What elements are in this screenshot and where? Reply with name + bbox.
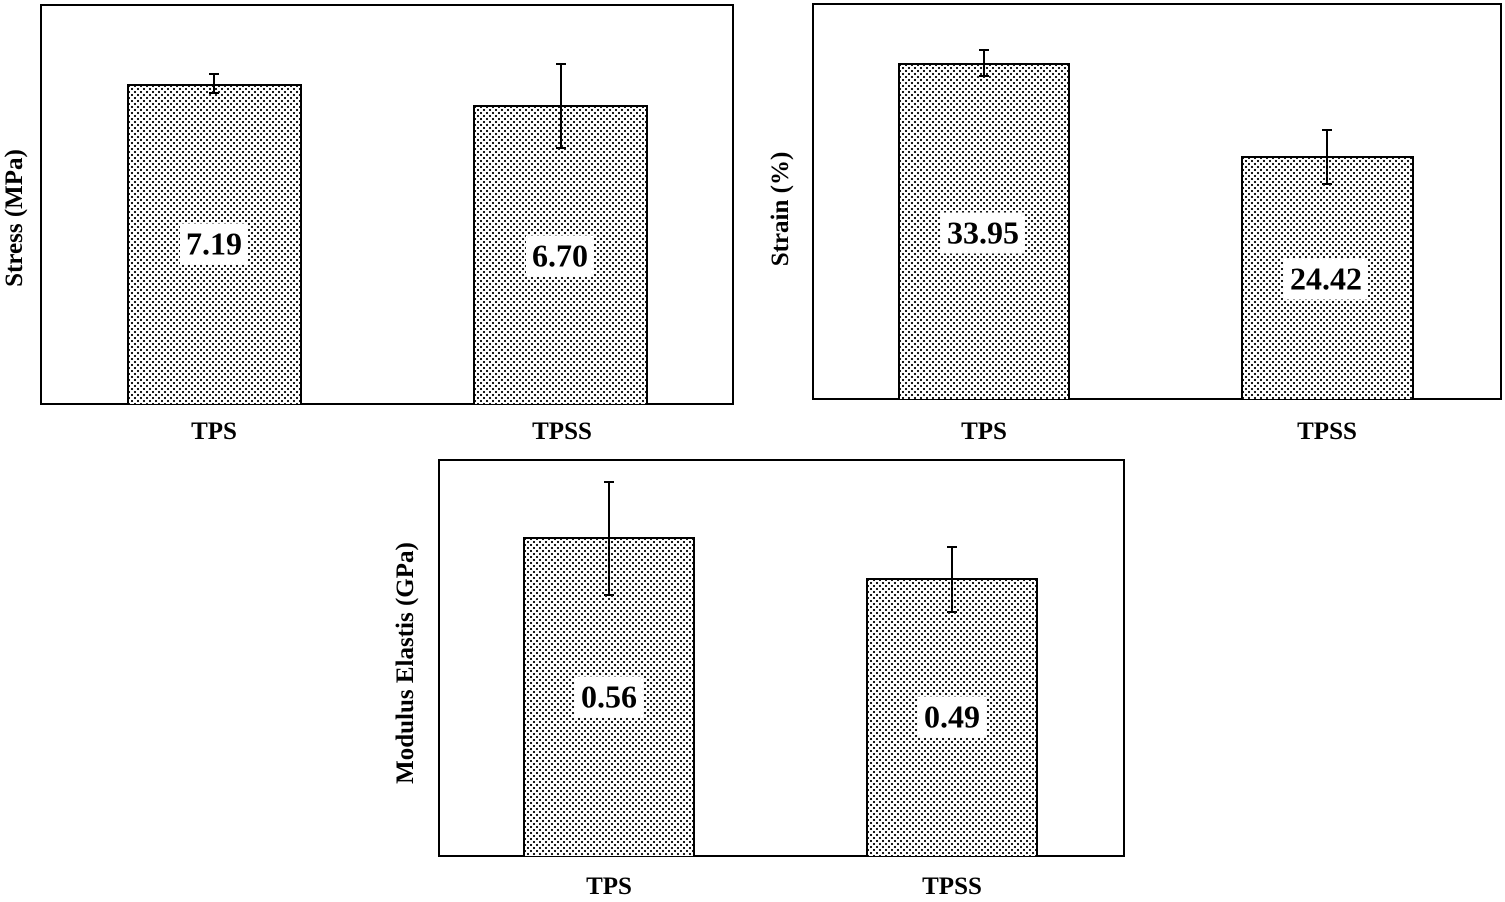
modulus-error-bar-tps — [608, 481, 610, 596]
strain-error-cap-bottom-tps — [979, 75, 989, 77]
strain-error-cap-top-tpss — [1322, 129, 1332, 131]
stress-value-label-tps: 7.19 — [180, 223, 248, 265]
modulus-value-label-tpss: 0.49 — [918, 696, 986, 738]
stress-error-bar-tps — [213, 73, 215, 94]
stress-x-label-tpss: TPSS — [532, 418, 592, 445]
modulus-error-bar-tpss — [951, 546, 953, 613]
strain-error-cap-top-tps — [979, 49, 989, 51]
strain-error-bar-tps — [983, 49, 985, 76]
modulus-error-cap-top-tpss — [947, 546, 957, 548]
stress-error-cap-top-tps — [209, 73, 219, 75]
stress-x-label-tps: TPS — [191, 418, 237, 445]
stress-error-cap-top-tpss — [556, 63, 566, 65]
stress-error-cap-bottom-tps — [209, 92, 219, 94]
modulus-bar-tpss — [866, 578, 1038, 856]
modulus-error-cap-bottom-tps — [604, 594, 614, 596]
modulus-value-label-tps: 0.56 — [575, 676, 643, 718]
modulus-y-axis-label: Modulus Elastis (GPa) — [392, 542, 419, 784]
stress-error-bar-tpss — [560, 63, 562, 149]
strain-y-axis-label: Strain (%) — [767, 151, 794, 267]
strain-error-cap-bottom-tpss — [1322, 183, 1332, 185]
stress-error-cap-bottom-tpss — [556, 147, 566, 149]
strain-bar-tps — [898, 63, 1070, 399]
strain-error-bar-tpss — [1326, 129, 1328, 185]
strain-x-label-tps: TPS — [961, 418, 1007, 445]
stress-value-label-tpss: 6.70 — [526, 235, 594, 277]
modulus-error-cap-top-tps — [604, 481, 614, 483]
strain-value-label-tps: 33.95 — [941, 212, 1025, 254]
strain-value-label-tpss: 24.42 — [1284, 258, 1368, 300]
modulus-x-label-tps: TPS — [586, 873, 632, 900]
stress-y-axis-label: Stress (MPa) — [1, 149, 28, 287]
modulus-error-cap-bottom-tpss — [947, 611, 957, 613]
strain-x-label-tpss: TPSS — [1297, 418, 1357, 445]
modulus-x-label-tpss: TPSS — [922, 873, 982, 900]
